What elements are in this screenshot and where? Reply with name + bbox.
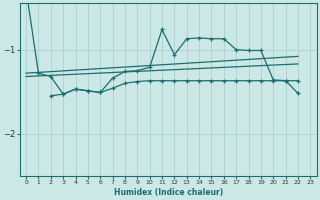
X-axis label: Humidex (Indice chaleur): Humidex (Indice chaleur) bbox=[114, 188, 223, 197]
